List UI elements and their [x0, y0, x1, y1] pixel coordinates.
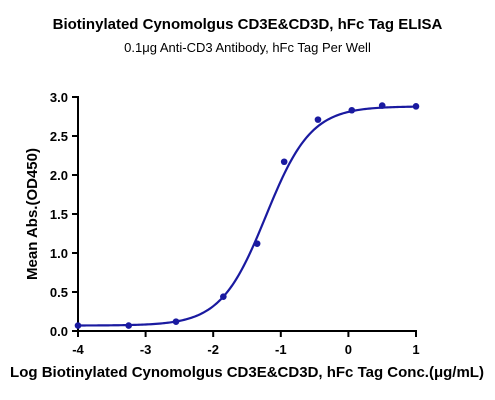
y-tick-label: 2.5	[50, 129, 68, 144]
x-tick-label: 0	[345, 342, 352, 357]
x-tick-label: -2	[207, 342, 219, 357]
y-tick-label: 2.0	[50, 168, 68, 183]
y-tick-label: 0.0	[50, 324, 68, 339]
data-point	[125, 322, 132, 329]
y-tick-label: 1.0	[50, 246, 68, 261]
data-point	[348, 106, 356, 114]
fit-curve	[77, 105, 417, 327]
axes	[77, 96, 417, 332]
x-tick-label: -4	[72, 342, 84, 357]
x-axis-label: Log Biotinylated Cynomolgus CD3E&CD3D, h…	[10, 364, 484, 381]
y-tick-label: 3.0	[50, 90, 68, 105]
data-point	[412, 103, 420, 110]
data-point	[74, 322, 82, 329]
ticks: 0.0 0.5 1.0 1.5 2.0 2.5 3.0 -4 -3 -2 -1 0 1	[50, 90, 420, 357]
fit-curve-group	[77, 105, 417, 327]
data-point	[314, 116, 322, 123]
data-point	[280, 158, 288, 166]
data-points	[74, 102, 420, 329]
data-point	[220, 293, 227, 300]
y-tick-label: 0.5	[50, 285, 68, 300]
data-point	[172, 318, 180, 325]
x-tick-label: -1	[275, 342, 287, 357]
chart-title: Biotinylated Cynomolgus CD3E&CD3D, hFc T…	[52, 16, 443, 33]
x-tick-label: -3	[140, 342, 152, 357]
y-axis-label: Mean Abs.(OD450)	[24, 148, 41, 280]
y-tick-label: 1.5	[50, 207, 68, 222]
chart-subtitle: 0.1μg Anti-CD3 Antibody, hFc Tag Per Wel…	[124, 40, 371, 55]
data-point	[253, 240, 261, 247]
x-tick-label: 1	[412, 342, 419, 357]
data-point	[378, 102, 386, 109]
